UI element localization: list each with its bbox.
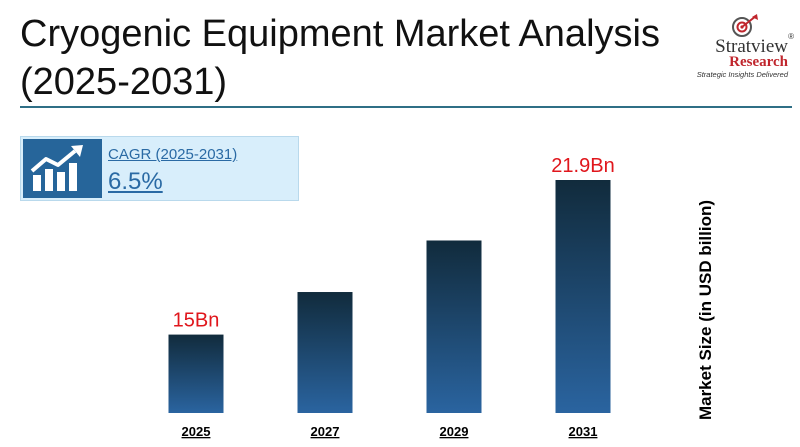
bar-2027 [297, 292, 353, 413]
bar-2029 [426, 240, 482, 413]
x-tick-label-2025: 2025 [182, 424, 211, 439]
stratview-logo: Stratview ® Research Strategic Insights … [672, 12, 798, 79]
x-tick-label-2027: 2027 [311, 424, 340, 439]
page-title: Cryogenic Equipment Market Analysis (202… [20, 10, 660, 106]
title-divider [20, 106, 792, 108]
trend-chart-icon [30, 145, 83, 191]
logo-tagline: Strategic Insights Delivered [696, 70, 788, 79]
y-axis-label-container: Market Size (in USD billion) [688, 200, 724, 420]
y-axis-label: Market Size (in USD billion) [696, 199, 715, 421]
page-title-line-1: Cryogenic Equipment Market Analysis [20, 13, 660, 55]
data-label-2025: 15Bn [173, 310, 220, 332]
logo-subname: Research [729, 54, 788, 70]
page-title-line-2: (2025-2031) [20, 61, 228, 103]
cagr-value-link[interactable]: 6.5% [108, 168, 163, 195]
cagr-icon-tile [23, 139, 102, 198]
logo-target-icon [732, 14, 758, 37]
bar-2025 [168, 334, 224, 413]
x-tick-label-2029: 2029 [440, 424, 469, 439]
x-tick-label-2031: 2031 [569, 424, 598, 439]
logo-name: Stratview [715, 36, 788, 57]
cagr-callout: CAGR (2025-2031) 6.5% [20, 136, 299, 201]
data-label-2031: 21.9Bn [551, 155, 614, 177]
bar-2031 [555, 180, 611, 413]
logo-registered-mark: ® [788, 32, 794, 41]
cagr-label-link[interactable]: CAGR (2025-2031) [108, 146, 238, 163]
